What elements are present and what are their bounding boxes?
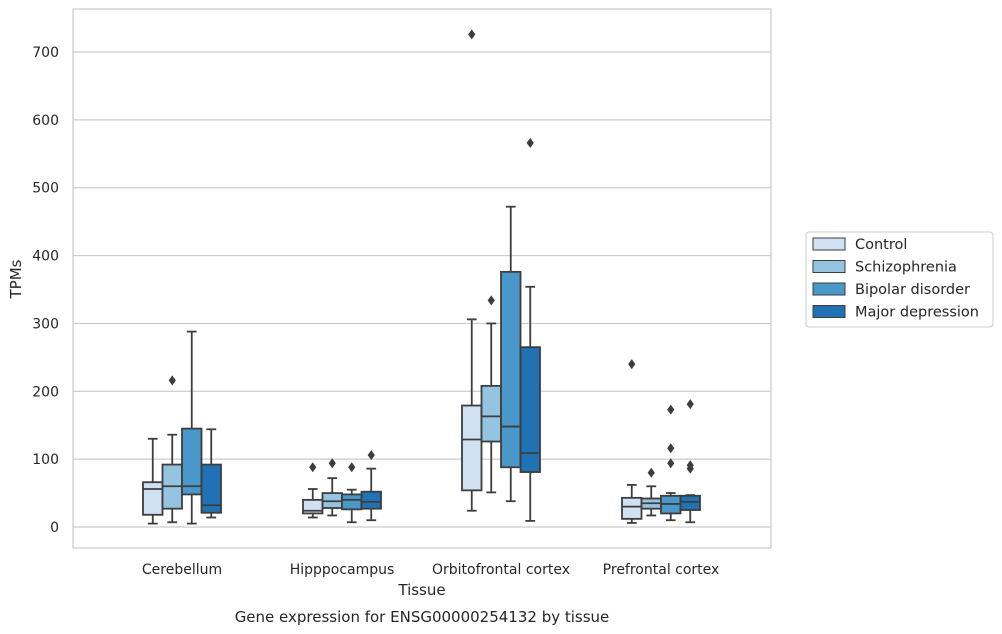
x-tick-label-cerebellum: Cerebellum — [142, 562, 222, 578]
outlier-point-2 — [686, 399, 694, 410]
legend-swatch-major-depression — [812, 305, 846, 318]
y-tick-label-500: 500 — [32, 181, 59, 197]
box-control-0 — [142, 437, 164, 525]
box-schizophrenia-1 — [321, 458, 343, 517]
outlier-point-0 — [309, 462, 317, 473]
plot-area-frame — [72, 8, 772, 549]
y-tick-label-0: 0 — [50, 520, 59, 536]
box-schizophrenia-3 — [640, 467, 662, 517]
legend-label-bipolar-disorder: Bipolar disorder — [855, 282, 970, 298]
outlier-point-0 — [526, 137, 534, 148]
legend-frame — [805, 231, 994, 328]
legend-label-control: Control — [855, 237, 907, 253]
box-bipolar-disorder-2 — [500, 205, 522, 503]
y-tick-label-700: 700 — [32, 45, 59, 61]
y-tick-label-600: 600 — [32, 113, 59, 129]
box-major-depression-1 — [360, 450, 382, 522]
box-major-depression-3 — [679, 399, 701, 524]
box-major-depression-2 — [519, 137, 541, 522]
box-bipolar-disorder-0 — [181, 330, 203, 525]
box-iqr — [341, 493, 363, 511]
x-tick-label-orbitofrontal-cortex: Orbitofrontal cortex — [432, 562, 570, 578]
outlier-point-2 — [667, 404, 675, 415]
x-axis-ticks: Cerebellum Hipppocampus Orbitofrontal cort… — [142, 562, 719, 578]
y-axis-label: TPMs — [7, 259, 25, 299]
box-iqr — [360, 490, 382, 510]
box-iqr — [181, 427, 203, 496]
outlier-point-1 — [686, 460, 694, 471]
outlier-point-0 — [628, 359, 636, 370]
y-tick-label-400: 400 — [32, 249, 59, 265]
boxes — [142, 29, 701, 525]
box-iqr — [621, 496, 643, 520]
box-iqr — [480, 384, 502, 443]
y-tick-label-200: 200 — [32, 384, 59, 400]
box-iqr — [679, 494, 701, 511]
legend-label-major-depression: Major depression — [855, 305, 979, 321]
outlier-point-0 — [468, 29, 476, 40]
outlier-point-0 — [667, 458, 675, 469]
y-tick-label-100: 100 — [32, 452, 59, 468]
box-schizophrenia-0 — [161, 375, 183, 524]
x-tick-label-prefrontal-cortex: Prefrontal cortex — [603, 562, 720, 578]
box-iqr — [519, 346, 541, 473]
box-iqr — [500, 270, 522, 469]
x-axis-label: Tissue — [397, 581, 445, 599]
outlier-point-1 — [667, 443, 675, 454]
legend-swatch-bipolar-disorder — [812, 282, 846, 296]
box-iqr — [200, 463, 222, 514]
box-control-2 — [461, 29, 483, 512]
box-major-depression-0 — [200, 428, 222, 519]
legend-label-schizophrenia: Schizophrenia — [855, 260, 957, 276]
outlier-point-0 — [328, 458, 336, 469]
box-control-1 — [302, 462, 324, 519]
legend: Control Schizophrenia Bipolar disorder Majo… — [805, 231, 994, 328]
box-control-3 — [621, 359, 643, 524]
box-bipolar-disorder-3 — [660, 404, 682, 522]
outlier-point-0 — [487, 295, 495, 306]
outlier-point-0 — [348, 462, 356, 473]
y-tick-label-300: 300 — [32, 316, 59, 332]
gridlines — [73, 51, 771, 528]
box-iqr — [461, 404, 483, 492]
y-axis-ticks: 0 100 200 300 400 500 600 700 — [32, 45, 59, 536]
box-iqr — [142, 481, 164, 516]
x-tick-label-hipppocampus: Hipppocampus — [290, 562, 395, 578]
box-bipolar-disorder-1 — [341, 462, 363, 524]
box-schizophrenia-2 — [480, 295, 502, 494]
chart-caption: Gene expression for ENSG00000254132 by t… — [235, 608, 610, 626]
outlier-point-0 — [367, 450, 375, 461]
outlier-point-0 — [647, 467, 655, 478]
legend-swatch-control — [812, 237, 846, 251]
outlier-point-0 — [168, 375, 176, 386]
legend-swatch-schizophrenia — [812, 260, 846, 273]
